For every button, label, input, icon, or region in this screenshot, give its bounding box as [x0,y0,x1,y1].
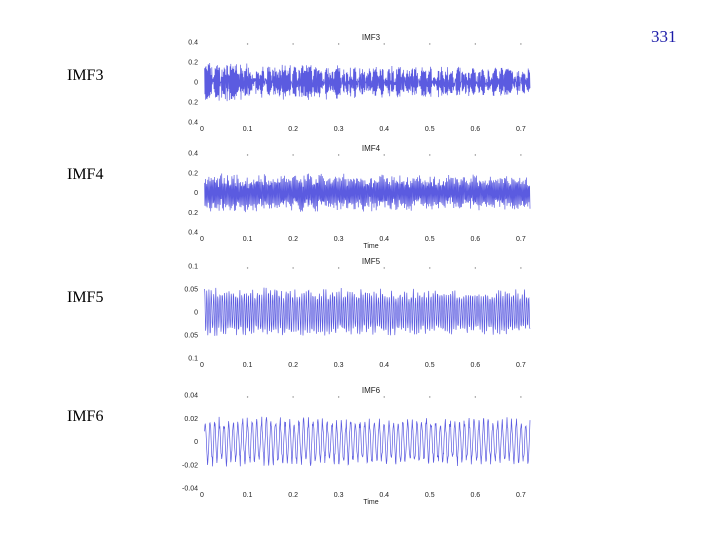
imf6-y-tick-label: 0.04 [184,393,198,400]
imf6-grid-dot [246,396,249,398]
imf3-y-tick-label: 0.2 [188,60,198,67]
imf4-grid-dot [429,154,431,156]
imf5-y-tick-label: 0.05 [184,333,198,340]
imf4-x-tick-label: 0.4 [379,236,389,243]
imf6-grid-dot [337,396,340,398]
imf4-x-tick-label: 0.1 [243,236,253,243]
imf6-x-tick-label: 0.2 [288,492,298,499]
imf3-x-tick-label: 0.7 [516,126,526,133]
imf5-x-tick-label: 0.5 [425,362,435,369]
imf3-grid-dot [474,43,477,45]
imf5-y-tick-label: 0.1 [188,264,198,271]
imf5-grid-dot [292,267,294,269]
imf4-x-tick-label: 0.7 [516,236,526,243]
imf4-y-tick-label: 0.4 [188,151,198,158]
imf5-grid-dot [337,267,340,269]
imf3-grid-dot [246,43,249,45]
imf6-x-tick-label: 0.6 [470,492,480,499]
imf3-grid-dot [337,43,340,45]
imf4-x-tick-label: 0.6 [470,236,480,243]
imf3-signal-line [204,62,531,102]
imf5-y-tick-label: 0.1 [188,356,198,363]
imf6-x-tick-label: 0.7 [516,492,526,499]
imf5-x-tick-label: 0.7 [516,362,526,369]
imf6-title: IMF6 [362,386,381,395]
imf4-x-tick-label: 0 [200,236,204,243]
imf5-x-tick-label: 0 [200,362,204,369]
imf5-grid-dot [474,267,477,269]
imf5-grid-dot [520,267,522,269]
imf6-grid-dot [383,396,385,398]
imf6-y-tick-label: 0 [194,439,198,446]
imf6-x-label: Time [363,499,378,506]
imf6-y-tick-label: -0.02 [182,462,198,469]
imf6-x-tick-label: 0.5 [425,492,435,499]
imf4-y-tick-label: 0 [194,190,198,197]
imf6-grid-dot [429,396,431,398]
imf3-x-tick-label: 0.2 [288,126,298,133]
imf3-x-tick-label: 0.1 [243,126,253,133]
imf4-signal-line [204,173,531,213]
imf5-title: IMF5 [362,257,381,266]
imf3-x-tick-label: 0.3 [334,126,344,133]
imf4-y-tick-label: 0.4 [188,230,198,237]
imf5-grid-dot [383,267,385,269]
imf4-label: IMF4 [67,166,104,183]
imf5-x-tick-label: 0.3 [334,362,344,369]
page-number: 331 [651,27,677,46]
imf4-x-tick-label: 0.3 [334,236,344,243]
imf5-x-tick-label: 0.6 [470,362,480,369]
imf3-label: IMF3 [67,67,104,84]
imf4-x-tick-label: 0.5 [425,236,435,243]
imf6-grid-dot [474,396,477,398]
imf3-x-tick-label: 0 [200,126,204,133]
imf6-x-tick-label: 0 [200,492,204,499]
imf6-grid-dot [520,396,522,398]
imf3-grid-dot [429,43,431,45]
imf3-grid-dot [383,43,385,45]
imf6-label: IMF6 [67,408,104,425]
imf5-y-tick-label: 0 [194,310,198,317]
imf3-x-tick-label: 0.4 [379,126,389,133]
imf3-grid-dot [520,43,522,45]
imf5-label: IMF5 [67,289,104,306]
imf3-x-tick-label: 0.6 [470,126,480,133]
imf4-title: IMF4 [362,144,381,153]
imf4-x-label: Time [363,243,378,250]
imf4-y-tick-label: 0.2 [188,170,198,177]
imf6-signal-line [204,416,531,467]
imf5-x-tick-label: 0.1 [243,362,253,369]
imf3-y-tick-label: 0 [194,80,198,87]
imf4-grid-dot [383,154,385,156]
imf4-grid-dot [246,154,249,156]
imf5-grid-dot [429,267,431,269]
imf6-y-tick-label: -0.04 [182,486,198,493]
imf6-grid-dot [292,396,294,398]
imf6-y-tick-label: 0.02 [184,416,198,423]
imf3-y-tick-label: 0.4 [188,120,198,127]
imf4-grid-dot [337,154,340,156]
imf4-grid-dot [292,154,294,156]
imf4-x-tick-label: 0.2 [288,236,298,243]
imf6-x-tick-label: 0.4 [379,492,389,499]
imf6-x-tick-label: 0.1 [243,492,253,499]
imf5-x-tick-label: 0.4 [379,362,389,369]
imf4-grid-dot [520,154,522,156]
imf3-y-tick-label: 0.4 [188,40,198,47]
imf3-y-tick-label: 0.2 [188,100,198,107]
imf5-signal-line [204,287,531,336]
imf3-title: IMF3 [362,33,381,42]
imf5-grid-dot [246,267,249,269]
imf5-y-tick-label: 0.05 [184,287,198,294]
imf4-y-tick-label: 0.2 [188,210,198,217]
imf4-grid-dot [474,154,477,156]
imf3-x-tick-label: 0.5 [425,126,435,133]
imf6-x-tick-label: 0.3 [334,492,344,499]
imf5-x-tick-label: 0.2 [288,362,298,369]
imf3-grid-dot [292,43,294,45]
